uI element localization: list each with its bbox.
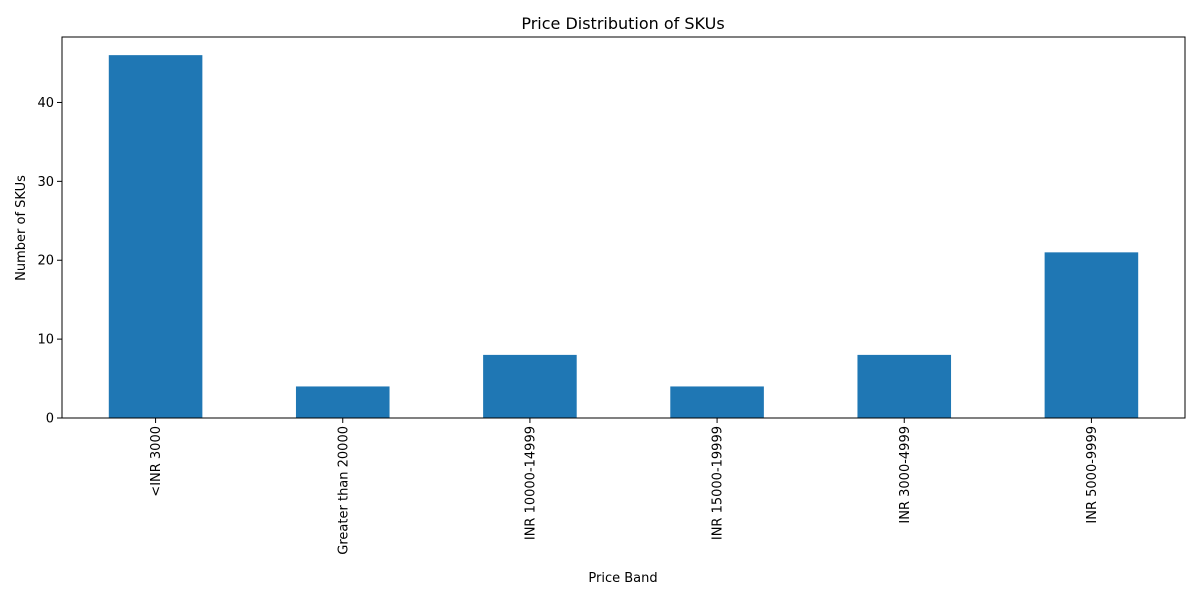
bar-5 [1044, 252, 1139, 418]
plot-frame [61, 36, 1186, 419]
bar-0 [108, 55, 203, 418]
x-tick-label-1: Greater than 20000 [336, 426, 351, 555]
y-tick-label-2: 20 [37, 254, 54, 269]
x-tick-label-3: INR 15000-19999 [711, 426, 726, 540]
x-tick-label-0: <INR 3000 [149, 426, 164, 497]
x-tick-label-4: INR 3000-4999 [898, 426, 913, 524]
y-tick-label-3: 30 [37, 175, 54, 190]
bar-2 [483, 354, 577, 418]
bar-1 [295, 386, 390, 418]
x-tick-label-2: INR 10000-14999 [523, 426, 538, 540]
y-tick-label-1: 10 [37, 333, 54, 348]
plot-area: 0 10 20 30 40 <INR 3000 Greater than 20000 INR … [37, 36, 1186, 555]
bar-3 [670, 386, 764, 418]
x-axis-label: Price Band [588, 571, 657, 586]
y-axis-label: Number of SKUs [14, 175, 29, 281]
y-tick-label-0: 0 [46, 412, 54, 427]
chart-title: Price Distribution of SKUs [521, 14, 724, 33]
x-tick-label-5: INR 5000-9999 [1085, 426, 1100, 524]
bar-4 [857, 354, 952, 418]
y-tick-label-4: 40 [37, 96, 54, 111]
